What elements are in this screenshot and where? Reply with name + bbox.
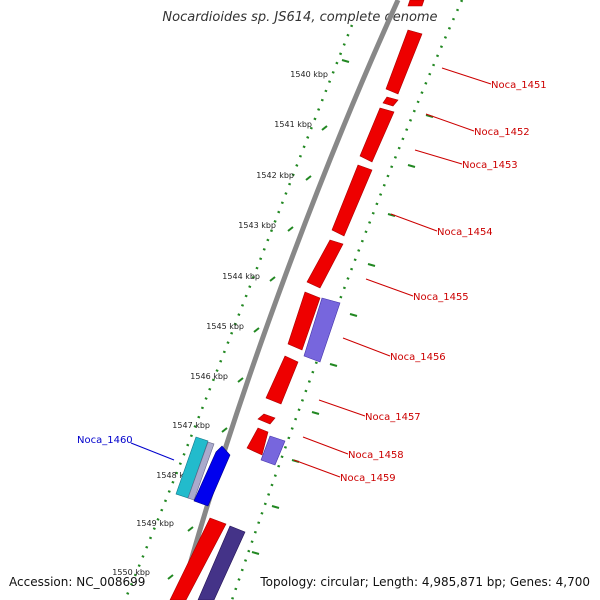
accession-text: Accession: NC_008699 (9, 575, 146, 589)
label-leader-line (390, 213, 438, 232)
inner-minor-tick (425, 114, 434, 118)
label-leader-line (130, 442, 175, 461)
kbp-major-tick (167, 574, 174, 580)
gene-label: Noca_1454 (437, 227, 493, 238)
inner-minor-tick (367, 263, 376, 267)
gene-label: Noca_1459 (340, 473, 396, 484)
kbp-tick-label: 1544 kbp (222, 272, 260, 281)
forward-feature-purple (260, 435, 286, 466)
inner-minor-tick (341, 59, 350, 63)
forward-gene-arrow (265, 355, 299, 405)
forward-gene-arrow (382, 96, 399, 107)
gene-label: Noca_1458 (348, 450, 404, 461)
backbone-ring (177, 0, 401, 600)
kbp-major-tick (187, 526, 194, 532)
forward-gene-arrow (407, 0, 425, 7)
gene-label: Noca_1451 (491, 80, 547, 91)
label-leader-line (441, 67, 492, 85)
kbp-tick-label: 1545 kbp (206, 322, 244, 331)
inner-minor-tick (271, 505, 280, 509)
forward-gene-arrow (169, 517, 227, 600)
inner-minor-tick (251, 551, 260, 555)
gene-label: Noca_1455 (413, 292, 469, 303)
inner-minor-tick (407, 164, 416, 168)
kbp-tick-label: 1540 kbp (290, 70, 328, 79)
forward-gene-arrow (306, 239, 344, 289)
kbp-tick-label: 1548 kbp (156, 471, 194, 480)
kbp-tick-label: 1549 kbp (136, 519, 174, 528)
reverse-feature-grey (187, 441, 215, 501)
forward-feature-purple (303, 297, 341, 363)
backbone-arc (177, 0, 401, 600)
gene-label: Noca_1460 (77, 435, 133, 446)
gene-label: Noca_1452 (474, 127, 530, 138)
kbp-major-tick (237, 377, 244, 383)
gene-label: Noca_1456 (390, 352, 446, 363)
forward-gene-arrow (257, 413, 276, 425)
kbp-major-tick (269, 276, 276, 282)
kbp-tick-ring: 1540 kbp 1541 kbp 1542 kbp 1543 kbp 1544 kbp… (112, 0, 464, 600)
kbp-tick-label: 1546 kbp (190, 372, 228, 381)
forward-feature-dark (197, 525, 246, 600)
reverse-gene-arrow (193, 445, 231, 507)
label-leader-line (302, 436, 349, 455)
label-leader-line (318, 399, 366, 417)
forward-gene-arrow (246, 427, 269, 456)
map-title: Nocardioides sp. JS614, complete genome (162, 10, 438, 25)
inner-minor-tick (329, 363, 338, 367)
kbp-major-tick (305, 175, 312, 181)
inner-minor-tick (349, 313, 358, 317)
kbp-major-tick (221, 427, 228, 433)
gene-labels: Noca_1451 Noca_1452 Noca_1453 Noca_1454 Noca… (77, 67, 547, 484)
label-leader-line (342, 337, 391, 357)
kbp-tick-label: 1550 kbp (112, 568, 150, 577)
gene-features (169, 0, 425, 600)
kbp-tick-label: 1547 kbp (172, 421, 210, 430)
label-leader-line (293, 459, 341, 478)
kbp-major-tick (253, 327, 260, 333)
label-leader-line (365, 278, 414, 297)
gene-label: Noca_1457 (365, 412, 421, 423)
kbp-major-tick (321, 125, 328, 131)
kbp-tick-label: 1541 kbp (274, 120, 312, 129)
forward-gene-arrow (287, 291, 321, 351)
forward-gene-arrow (359, 107, 395, 163)
inner-minor-tick (311, 411, 320, 415)
kbp-major-tick (287, 226, 294, 232)
genome-summary-text: Topology: circular; Length: 4,985,871 bp… (260, 575, 590, 589)
gene-label: Noca_1453 (462, 160, 518, 171)
kbp-tick-label: 1542 kbp (256, 171, 294, 180)
inner-minor-tick (387, 213, 396, 217)
inner-tick-ring (230, 0, 464, 600)
label-leader-line (425, 113, 475, 132)
forward-gene-arrow (331, 164, 373, 237)
kbp-tick-label: 1543 kbp (238, 221, 276, 230)
label-leader-line (414, 149, 463, 165)
forward-gene-arrow (385, 29, 423, 95)
